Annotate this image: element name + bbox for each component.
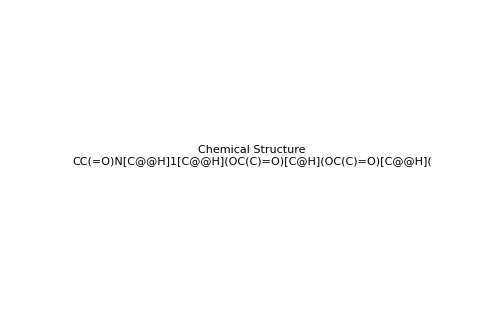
Text: Chemical Structure
CC(=O)N[C@@H]1[C@@H](OC(C)=O)[C@H](OC(C)=O)[C@@H](: Chemical Structure CC(=O)N[C@@H]1[C@@H](… [72, 145, 432, 166]
